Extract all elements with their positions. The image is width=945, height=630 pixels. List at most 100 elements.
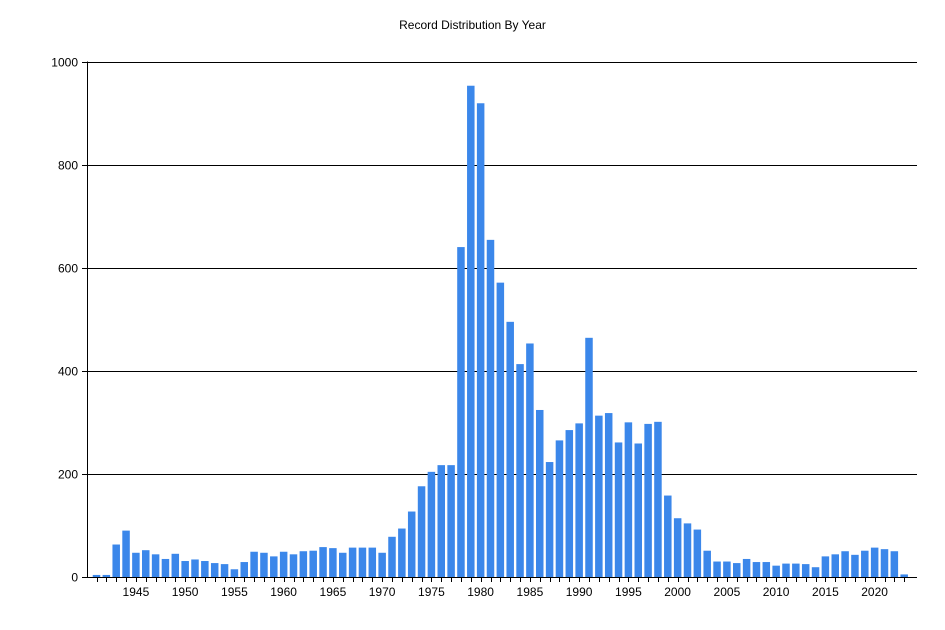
bar [476,103,485,577]
x-tick-label: 2020 [861,585,888,599]
bar [457,247,465,577]
bar [900,574,908,577]
bars [92,85,908,578]
y-tick-label: 800 [58,159,78,173]
bar [693,529,702,577]
bar [614,442,623,577]
bar [644,423,652,577]
x-tick-label: 1975 [418,585,445,599]
y-tick-label: 600 [58,262,78,276]
bar [880,549,889,577]
bar [870,547,879,577]
bar [516,364,524,577]
bar [309,550,317,577]
bar [742,558,751,577]
bar [772,565,780,577]
x-tick-label: 2015 [812,585,839,599]
x-tick-label: 1965 [320,585,347,599]
x-tick-label: 1985 [517,585,544,599]
bar [467,85,475,577]
bar [536,409,544,577]
x-tick-label: 1960 [270,585,297,599]
bar [713,561,721,577]
bar [782,563,790,577]
bar [565,430,574,577]
x-tick-labels: 1945 1950 1955 1960 1965 1970 1975 1980 1985 1990… [123,585,889,599]
bar [201,561,209,577]
bar [417,486,426,577]
bar [240,562,248,577]
bar [437,465,445,577]
bar [654,421,662,577]
chart-title: Record Distribution By Year [399,18,546,32]
bar [801,564,810,577]
bar [407,511,416,577]
x-tick-label: 1945 [123,585,150,599]
bar [811,567,820,577]
bar [723,561,731,577]
bar [673,518,682,577]
bar [496,282,505,577]
bar [506,321,514,577]
bar [171,553,180,577]
bar [664,495,672,577]
bar [545,462,554,577]
bar [851,554,859,577]
bar [319,547,327,577]
bar [762,562,771,577]
bar [112,544,120,577]
bar [92,574,101,577]
bar [624,422,633,577]
x-tick-label: 2010 [763,585,790,599]
bar [752,562,761,577]
bar [368,547,377,577]
bar [447,465,455,577]
bar [792,563,800,577]
bar [230,569,239,577]
x-tick-label: 1950 [172,585,199,599]
bar [575,423,583,577]
bar [339,552,347,577]
y-tick-label: 200 [58,468,78,482]
bar [348,547,357,577]
x-tick-label: 1970 [369,585,396,599]
y-tick-label: 1000 [51,56,78,70]
bar [388,536,396,577]
bar [890,551,899,577]
x-tick-label: 1995 [615,585,642,599]
bar [151,554,160,577]
bar [210,563,219,577]
bar [289,554,298,577]
bar [634,443,642,577]
bar [299,551,308,577]
bar [122,530,130,577]
x-tick-label: 2000 [664,585,691,599]
bar [220,564,229,577]
bar [486,239,495,578]
bar [831,554,839,577]
bar [595,415,603,577]
bar [102,574,111,577]
x-tick-label: 1955 [221,585,248,599]
bar [250,551,258,577]
bar [161,558,170,577]
y-tick-labels: 0 200 400 600 800 1000 [51,56,78,585]
bar [398,528,406,577]
bar [683,523,692,577]
bar [260,552,268,577]
bar [279,551,288,577]
bar [821,556,830,577]
x-tick-label: 2005 [714,585,741,599]
y-tick-label: 400 [58,365,78,379]
bar [526,343,534,577]
axes [82,61,917,582]
bar [378,552,386,577]
y-tick-label: 0 [71,571,78,585]
bar [358,547,367,577]
bar [733,563,741,577]
x-tick-label: 1990 [566,585,593,599]
bar [191,559,199,577]
bar [555,440,564,577]
